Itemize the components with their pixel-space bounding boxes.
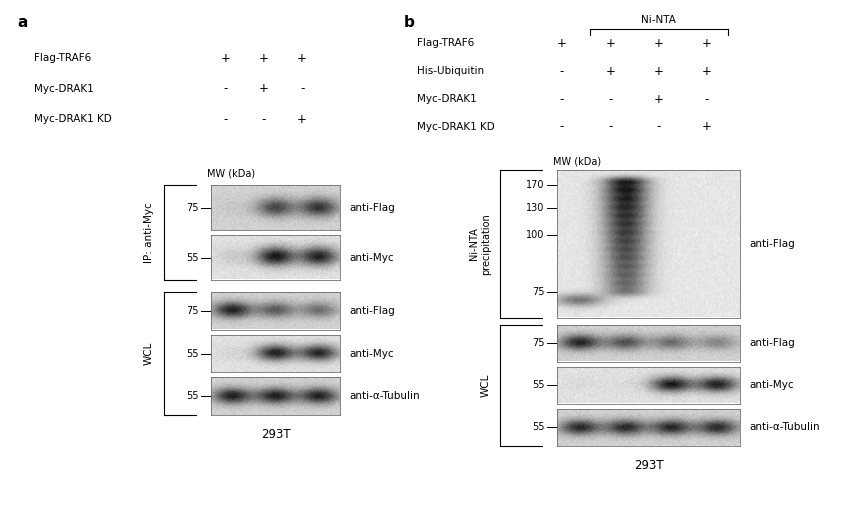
Text: 130: 130 xyxy=(526,204,545,213)
Text: +: + xyxy=(701,65,711,78)
Text: 75: 75 xyxy=(186,203,198,213)
Text: -: - xyxy=(261,113,266,126)
Text: 55: 55 xyxy=(186,252,198,263)
Text: 75: 75 xyxy=(532,338,545,348)
Text: -: - xyxy=(223,113,228,126)
Text: 100: 100 xyxy=(526,230,545,240)
Text: WCL: WCL xyxy=(144,342,154,365)
Text: +: + xyxy=(259,52,269,65)
Text: +: + xyxy=(654,92,664,106)
Text: +: + xyxy=(297,113,307,126)
Text: Myc-DRAK1 KD: Myc-DRAK1 KD xyxy=(417,122,494,132)
Text: His-Ubiquitin: His-Ubiquitin xyxy=(417,66,484,76)
Text: Ni-NTA
precipitation: Ni-NTA precipitation xyxy=(470,213,491,275)
Text: a: a xyxy=(17,15,27,30)
Text: 55: 55 xyxy=(186,348,198,359)
Text: -: - xyxy=(559,92,564,106)
Text: IP: anti-Myc: IP: anti-Myc xyxy=(144,202,154,263)
Text: Flag-TRAF6: Flag-TRAF6 xyxy=(34,53,91,64)
Text: +: + xyxy=(654,37,664,50)
Text: -: - xyxy=(608,92,614,106)
Text: anti-Flag: anti-Flag xyxy=(749,239,795,249)
Text: anti-Flag: anti-Flag xyxy=(349,306,395,316)
Text: Myc-DRAK1: Myc-DRAK1 xyxy=(417,94,477,104)
Text: Myc-DRAK1: Myc-DRAK1 xyxy=(34,84,94,94)
Text: MW (kDa): MW (kDa) xyxy=(207,169,255,179)
Text: Flag-TRAF6: Flag-TRAF6 xyxy=(417,38,474,48)
Text: -: - xyxy=(656,120,661,134)
Text: -: - xyxy=(704,92,709,106)
Text: 170: 170 xyxy=(526,180,545,190)
Text: 55: 55 xyxy=(532,380,545,390)
Text: +: + xyxy=(654,65,664,78)
Text: MW (kDa): MW (kDa) xyxy=(553,156,602,167)
Text: b: b xyxy=(404,15,415,30)
Text: -: - xyxy=(608,120,614,134)
Text: 75: 75 xyxy=(532,288,545,298)
Text: anti-Flag: anti-Flag xyxy=(749,338,795,348)
Text: +: + xyxy=(701,120,711,134)
Text: +: + xyxy=(297,52,307,65)
Text: Myc-DRAK1 KD: Myc-DRAK1 KD xyxy=(34,114,111,124)
Text: 55: 55 xyxy=(532,423,545,432)
Text: anti-Myc: anti-Myc xyxy=(349,348,393,359)
Text: +: + xyxy=(606,65,616,78)
Text: anti-Myc: anti-Myc xyxy=(749,380,793,390)
Text: anti-Myc: anti-Myc xyxy=(349,252,393,263)
Text: -: - xyxy=(223,82,228,96)
Text: WCL: WCL xyxy=(481,373,491,397)
Text: 55: 55 xyxy=(186,391,198,401)
Text: +: + xyxy=(220,52,231,65)
Text: +: + xyxy=(259,82,269,96)
Text: anti-α-Tubulin: anti-α-Tubulin xyxy=(349,391,420,401)
Text: 75: 75 xyxy=(186,306,198,316)
Text: 293T: 293T xyxy=(634,459,664,472)
Text: anti-α-Tubulin: anti-α-Tubulin xyxy=(749,423,820,432)
Text: Ni-NTA: Ni-NTA xyxy=(642,15,676,25)
Text: +: + xyxy=(606,37,616,50)
Text: -: - xyxy=(559,120,564,134)
Text: -: - xyxy=(300,82,305,96)
Text: -: - xyxy=(559,65,564,78)
Text: +: + xyxy=(557,37,567,50)
Text: anti-Flag: anti-Flag xyxy=(349,203,395,213)
Text: 293T: 293T xyxy=(261,428,290,441)
Text: +: + xyxy=(701,37,711,50)
